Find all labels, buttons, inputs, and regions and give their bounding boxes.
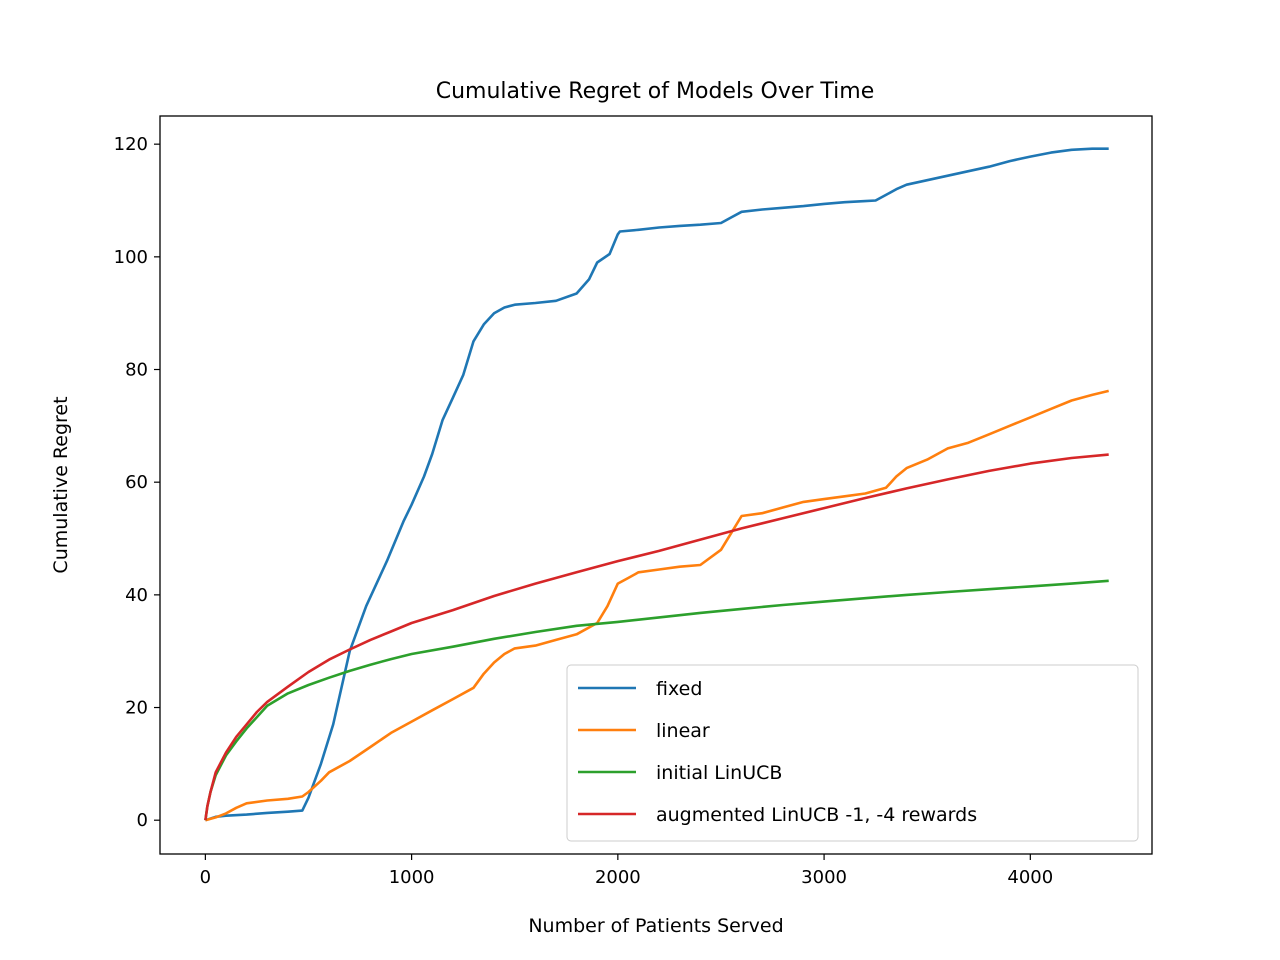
x-tick-label-4: 4000 [1007, 867, 1053, 888]
plot-frame [159, 115, 1153, 855]
y-tick-label-1: 20 [125, 698, 148, 719]
y-tick-label-4: 80 [125, 360, 148, 381]
legend-box [566, 664, 1139, 842]
legend-label-3: augmented LinUCB -1, -4 rewards [656, 804, 977, 826]
x-tick-label-1: 1000 [389, 867, 435, 888]
series-line-1 [205, 389, 1110, 822]
y-tick-label-2: 40 [125, 585, 148, 606]
x-tick-label-0: 0 [200, 867, 211, 888]
y-tick-label-6: 120 [114, 134, 148, 155]
x-tick-label-3: 3000 [801, 867, 847, 888]
chart-title: Cumulative Regret of Models Over Time [436, 79, 875, 104]
x-axis-label: Number of Patients Served [528, 915, 783, 937]
series-layer [204, 147, 1110, 822]
series-line-2 [204, 579, 1109, 821]
x-axis: 0 1000 2000 3000 4000 [200, 854, 1053, 888]
legend-label-0: fixed [656, 678, 702, 700]
y-axis-label: Cumulative Regret [50, 396, 72, 573]
y-tick-label-5: 100 [114, 247, 148, 268]
series-line-3 [204, 453, 1109, 821]
y-tick-label-3: 60 [125, 472, 148, 493]
legend: fixed linear initial LinUCB augmented LinUC… [566, 664, 1139, 842]
y-tick-label-0: 0 [137, 810, 148, 831]
legend-entries: fixed linear initial LinUCB augmented LinUC… [578, 678, 977, 826]
x-tick-label-2: 2000 [595, 867, 641, 888]
legend-label-2: initial LinUCB [656, 762, 782, 784]
series-line-0 [204, 147, 1109, 822]
y-axis: 0 20 40 60 80 100 120 [114, 134, 160, 831]
legend-label-1: linear [656, 720, 710, 742]
